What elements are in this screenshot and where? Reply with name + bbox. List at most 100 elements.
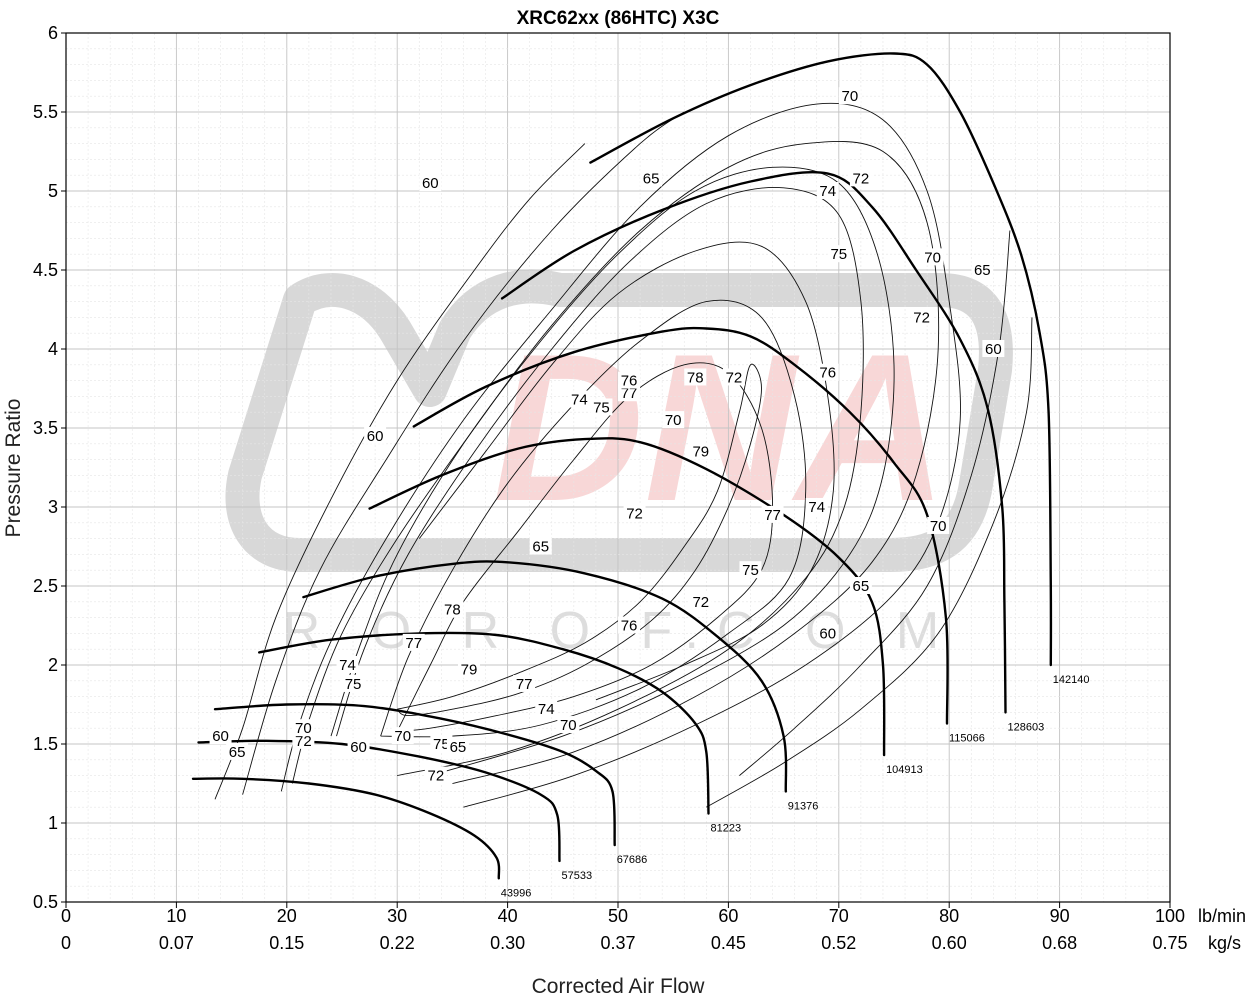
efficiency-label: 65: [450, 739, 467, 756]
x-tick-label-secondary: 0.68: [1042, 933, 1077, 953]
efficiency-label-bg: [982, 340, 1005, 357]
efficiency-label: 79: [692, 444, 709, 461]
speed-line-label: 115066: [949, 732, 985, 744]
efficiency-label: 65: [974, 262, 991, 279]
efficiency-label: 72: [726, 369, 743, 386]
efficiency-label: 60: [985, 341, 1002, 358]
efficiency-label-bg: [971, 261, 994, 278]
efficiency-label: 76: [621, 618, 638, 635]
y-tick-label: 0.5: [33, 892, 58, 912]
efficiency-label: 75: [433, 736, 450, 753]
efficiency-label-bg: [618, 371, 641, 389]
efficiency-islands: [214, 102, 1033, 808]
efficiency-label-bg: [827, 245, 850, 263]
speed-line-43996: [191, 777, 501, 880]
efficiency-label: 75: [742, 562, 759, 579]
efficiency-label: 75: [830, 246, 847, 263]
efficiency-label-bg: [816, 363, 839, 381]
efficiency-label: 76: [621, 373, 638, 390]
x-tick-label: 70: [829, 906, 849, 926]
efficiency-label-bg: [921, 248, 944, 266]
efficiency-label-bg: [618, 616, 641, 634]
speed-line-115066: [412, 326, 949, 725]
efficiency-line-60: [706, 317, 1033, 808]
efficiency-label: 78: [687, 369, 704, 386]
x-tick-label: 50: [608, 906, 628, 926]
efficiency-label: 70: [665, 412, 682, 429]
efficiency-label-bg: [336, 656, 359, 673]
efficiency-label: 60: [422, 175, 439, 192]
watermark-logo-shape: [225, 269, 1013, 572]
y-tick-label: 2: [48, 655, 58, 675]
y-axis-title: Pressure Ratio: [2, 399, 25, 538]
x-axis-title: Corrected Air Flow: [532, 975, 706, 998]
efficiency-label: 77: [405, 635, 422, 652]
efficiency-label: 74: [808, 499, 825, 516]
speed-line-label: 104913: [886, 764, 923, 776]
axis-ticks: 0 0 10 0.07 20 0.15 30 0.22 40 0.30 50 0.37 60 0.45 70…: [33, 23, 1188, 953]
efficiency-label: 72: [295, 733, 312, 750]
x-tick-label: 40: [498, 906, 518, 926]
efficiency-label: 72: [427, 768, 444, 785]
efficiency-label: 65: [532, 539, 549, 556]
efficiency-label-bg: [927, 516, 950, 534]
speed-line-67686: [213, 702, 616, 847]
speed-line-104913: [368, 437, 886, 757]
efficiency-label: 65: [229, 744, 246, 761]
efficiency-label: 70: [295, 720, 312, 737]
speed-line-128603: [500, 171, 1007, 714]
y-tick-label: 3: [48, 497, 58, 517]
efficiency-label: 72: [853, 170, 870, 187]
speed-line-91376: [302, 560, 788, 793]
x-tick-label-secondary: 0.30: [490, 933, 525, 953]
efficiency-label-bg: [816, 624, 839, 642]
y-tick-label: 4: [48, 339, 58, 359]
x-tick-label: 20: [277, 906, 297, 926]
speed-line-label: 91376: [788, 800, 819, 812]
y-tick-label: 2.5: [33, 576, 58, 596]
efficiency-island-70: [280, 102, 961, 808]
efficiency-label: 60: [819, 625, 836, 642]
x-tick-label: 80: [939, 906, 959, 926]
efficiency-label: 60: [212, 728, 229, 745]
efficiency-label-bg: [529, 537, 552, 555]
x-tick-label-secondary: 0.75: [1152, 933, 1187, 953]
speed-line-label: 57533: [561, 870, 592, 882]
efficiency-label-bg: [689, 442, 712, 460]
efficiency-label-bg: [441, 600, 464, 618]
efficiency-label-bg: [430, 735, 453, 752]
efficiency-label-bg: [739, 561, 762, 579]
efficiency-label-bg: [805, 498, 828, 515]
efficiency-label-bg: [424, 766, 447, 784]
efficiency-label: 75: [593, 399, 610, 416]
efficiency-label: 75: [345, 676, 362, 693]
efficiency-island-72: [291, 141, 940, 784]
efficiency-label: 79: [461, 662, 478, 679]
efficiency-label-bg: [816, 182, 839, 199]
y-tick-label: 5.5: [33, 102, 58, 122]
efficiency-label-bg: [761, 505, 784, 523]
speed-line-142140: [589, 52, 1053, 667]
efficiency-label-bg: [568, 390, 591, 408]
speed-line-81223: [258, 631, 710, 815]
efficiency-label-bg: [342, 674, 365, 692]
efficiency-label: 72: [692, 594, 709, 611]
efficiency-label-bg: [535, 700, 558, 718]
efficiency-label-bg: [226, 742, 249, 760]
efficiency-island-79: [396, 363, 762, 717]
y-tick-label: 5: [48, 181, 58, 201]
x-tick-label: 90: [1050, 906, 1070, 926]
chart-grid: [65, 32, 1171, 903]
efficiency-island-74: [330, 166, 895, 777]
efficiency-label-bg: [684, 368, 707, 386]
efficiency-label: 70: [394, 728, 411, 745]
efficiency-island-78: [396, 362, 774, 732]
efficiency-label: 78: [444, 602, 461, 619]
efficiency-label-bg: [347, 738, 370, 756]
x-tick-label: 100: [1155, 906, 1185, 926]
x-tick-label-secondary: 0.07: [159, 933, 194, 953]
y-tick-label: 6: [48, 23, 58, 43]
efficiency-label-bg: [640, 169, 663, 187]
efficiency-island-75: [336, 187, 864, 777]
